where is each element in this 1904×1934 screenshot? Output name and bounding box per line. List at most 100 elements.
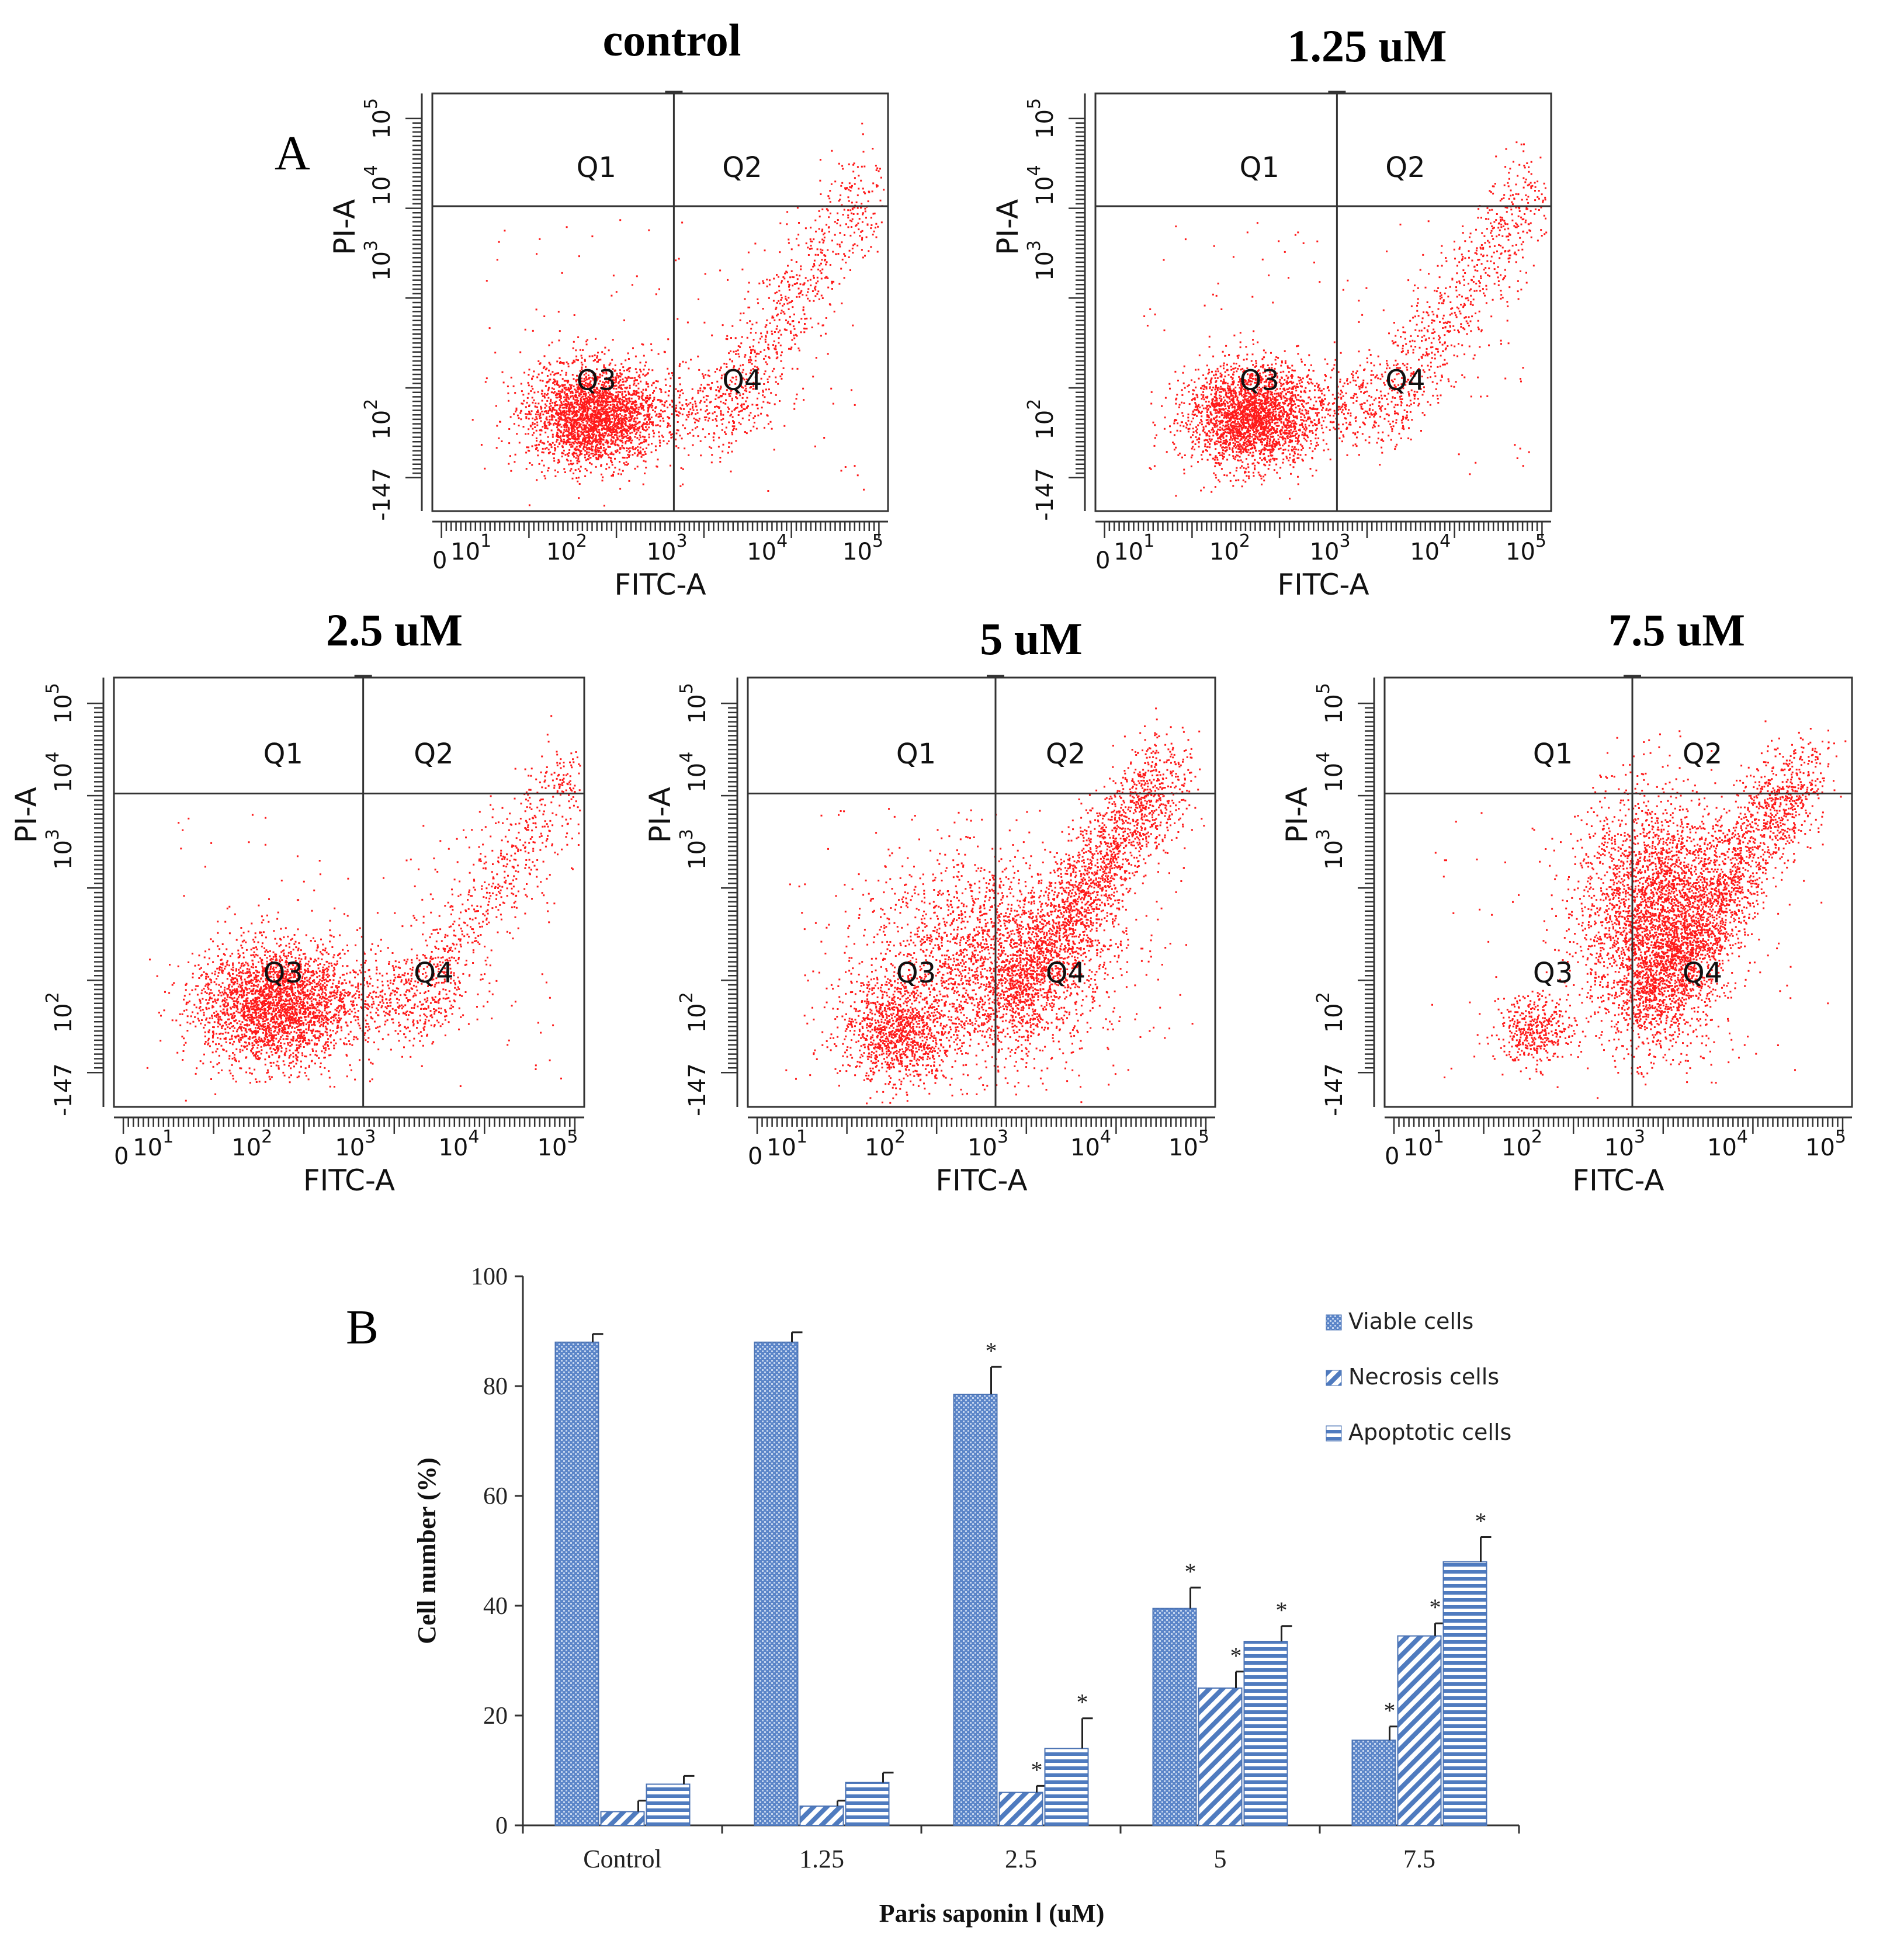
- x-tick-exponent: 4: [1737, 1127, 1748, 1147]
- bar-category-label: Control: [583, 1845, 661, 1873]
- x-tick-label: 105: [1168, 1127, 1209, 1161]
- bar-viable-cells: [953, 1394, 998, 1827]
- bar-y-tick-label: 40: [483, 1593, 508, 1620]
- flow-plot-title: 1.25 uM: [1288, 20, 1447, 71]
- y-tick-label: -147: [50, 1063, 77, 1116]
- flow-plot-title: 5 uM: [980, 613, 1083, 664]
- plot-frame: [1094, 92, 1552, 512]
- quadrant-label-q3: Q3: [896, 957, 936, 989]
- significance-marker: *: [1475, 1508, 1487, 1534]
- y-tick-exponent: 3: [43, 829, 63, 840]
- x-tick-exponent: 3: [997, 1127, 1008, 1147]
- plot-frame: [431, 92, 889, 512]
- y-tick-label: -147: [1321, 1063, 1348, 1116]
- y-tick-label: 105: [361, 98, 396, 139]
- bar-apoptotic-cells: [1442, 1561, 1487, 1827]
- x-axis-label: FITC-A: [935, 1164, 1027, 1197]
- y-tick-label: 102: [677, 992, 711, 1033]
- plot-frame: [1383, 676, 1853, 1108]
- x-tick-exponent: 2: [1239, 531, 1250, 551]
- legend-swatch: [1326, 1370, 1342, 1386]
- flow-plot-title: 2.5 uM: [326, 605, 463, 655]
- y-axis-ticks: [87, 702, 103, 1074]
- y-tick-label: 103: [1313, 829, 1348, 870]
- y-tick-exponent: 3: [677, 829, 697, 840]
- y-tick-label: 103: [43, 829, 77, 870]
- scatter-dots: [1431, 720, 1847, 1099]
- flow-plot-4: 5 uM Q1 Q2 Q3 Q4 0 101 102 103 104 105 FITC-A -147 10…: [643, 613, 1216, 1197]
- quadrant-label-q2: Q2: [1683, 738, 1722, 770]
- y-tick-label: 104: [361, 165, 396, 206]
- significance-marker: *: [1077, 1689, 1088, 1716]
- bar-necrosis-cells: [799, 1805, 844, 1827]
- quadrant-label-q4: Q4: [414, 957, 453, 989]
- bar-y-tick-label: 0: [495, 1813, 508, 1839]
- x-axis-label: FITC-A: [303, 1164, 395, 1197]
- bar-x-axis-label: Paris saponin Ⅰ (uM): [879, 1899, 1105, 1928]
- x-tick-exponent: 1: [162, 1127, 174, 1147]
- flow-plot-title: control: [603, 15, 741, 65]
- y-tick-exponent: 5: [1024, 98, 1045, 109]
- y-axis-label: PI-A: [643, 787, 677, 843]
- y-tick-label: 102: [1313, 992, 1348, 1033]
- y-axis-label: PI-A: [9, 787, 43, 843]
- bar-chart: 0 20 40 60 80 100 Control 1.25 2.5 5 7.5 * * * * * * * * * P…: [412, 1263, 1520, 1928]
- y-tick-exponent: 3: [1024, 240, 1045, 251]
- x-tick-label: 104: [1707, 1127, 1748, 1161]
- x-tick-label: 103: [1604, 1127, 1645, 1161]
- x-tick-label: 102: [546, 531, 587, 565]
- y-tick-exponent: 2: [361, 399, 382, 410]
- bar-y-tick-label: 80: [483, 1373, 508, 1400]
- scatter-dots: [146, 715, 581, 1102]
- y-axis-ticks: [1069, 117, 1085, 479]
- x-tick-label: 104: [1410, 531, 1451, 565]
- significance-marker: *: [1031, 1756, 1043, 1783]
- x-tick-label: 101: [1114, 531, 1154, 565]
- scatter-dots: [1143, 141, 1548, 500]
- legend-swatch: [1326, 1425, 1342, 1442]
- significance-marker: *: [1384, 1697, 1396, 1724]
- x-tick-exponent: 1: [480, 531, 491, 551]
- y-axis-ticks: [721, 702, 737, 1074]
- significance-marker: *: [986, 1338, 997, 1364]
- x-tick-exponent: 4: [1100, 1127, 1111, 1147]
- bar-viable-cells: [1152, 1607, 1197, 1826]
- bar-necrosis-cells: [600, 1811, 645, 1826]
- x-tick-exponent: 2: [261, 1127, 272, 1147]
- bar-viable-cells: [754, 1341, 799, 1827]
- y-tick-label: 105: [1313, 683, 1348, 724]
- flow-plot-3: 2.5 uM Q1 Q2 Q3 Q4 0 101 102 103 104 105 FITC-A -147…: [9, 605, 585, 1197]
- quadrant-label-q2: Q2: [722, 151, 762, 184]
- legend-label: Apoptotic cells: [1348, 1419, 1511, 1445]
- x-tick-label: 101: [767, 1127, 807, 1161]
- quadrant-label-q4: Q4: [1683, 957, 1722, 989]
- plot-frame: [113, 676, 585, 1108]
- x-tick-label: 101: [1403, 1127, 1444, 1161]
- x-tick-exponent: 5: [872, 531, 883, 551]
- y-tick-exponent: 4: [43, 752, 63, 763]
- bar-category-label: 2.5: [1005, 1845, 1037, 1873]
- x-tick-label: 0: [1385, 1143, 1399, 1170]
- scatter-points: [471, 123, 885, 507]
- bar-y-tick-label: 20: [483, 1703, 508, 1730]
- y-tick-exponent: 2: [43, 992, 63, 1003]
- bar-category-label: 7.5: [1403, 1845, 1435, 1873]
- x-tick-label: 105: [537, 1127, 578, 1161]
- x-tick-label: 105: [842, 531, 883, 565]
- x-tick-label: 103: [967, 1127, 1008, 1161]
- legend-label: Viable cells: [1348, 1308, 1473, 1334]
- bar-necrosis-cells: [998, 1791, 1043, 1827]
- scatter-dots: [471, 123, 885, 507]
- bar-category-label: 1.25: [799, 1845, 844, 1873]
- bar-viable-cells: [554, 1341, 599, 1827]
- quadrant-label-q3: Q3: [263, 957, 303, 989]
- bar-viable-cells: [1351, 1739, 1396, 1827]
- y-tick-label: 103: [677, 829, 711, 870]
- x-tick-label: 0: [1095, 547, 1110, 574]
- y-axis-ticks: [405, 117, 422, 479]
- y-axis-label: PI-A: [328, 199, 362, 255]
- y-tick-label: 103: [361, 240, 396, 281]
- x-tick-label: 103: [1310, 531, 1351, 565]
